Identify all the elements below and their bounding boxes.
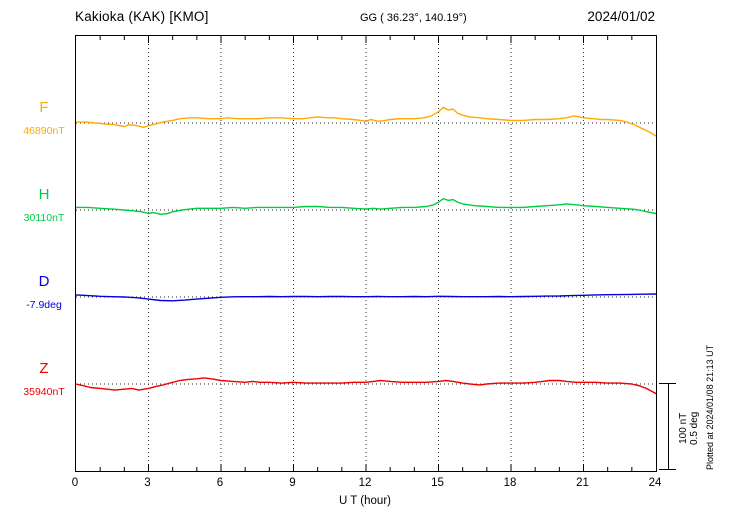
channel-letter-D: D xyxy=(38,273,50,290)
x-tick-label: 9 xyxy=(289,477,296,489)
date-label: 2024/01/02 xyxy=(587,9,655,24)
scale-amount-deg: 0.5 deg xyxy=(689,411,700,445)
scale-bar-bottom-tick xyxy=(659,469,676,470)
trace-F xyxy=(76,106,656,137)
x-tick-label: 6 xyxy=(216,477,224,489)
x-axis-title: U T (hour) xyxy=(339,495,391,507)
channel-letter-H: H xyxy=(38,186,50,203)
channel-value-Z: 35940nT xyxy=(23,386,65,398)
channel-value-D: -7.9deg xyxy=(26,299,62,311)
plotted-at-note: Plotted at 2024/01/08 21:13 UT xyxy=(705,344,715,470)
scale-amount-nt: 100 nT xyxy=(678,412,689,444)
x-tick-label: 18 xyxy=(503,477,517,489)
scale-bar xyxy=(668,383,669,470)
plot-area xyxy=(75,35,657,472)
trace-H xyxy=(76,197,656,216)
channel-letter-Z: Z xyxy=(39,360,49,377)
magnetogram-svg xyxy=(76,36,656,471)
channel-value-F: 46890nT xyxy=(23,125,65,137)
x-tick-label: 21 xyxy=(576,477,589,489)
channel-letter-F: F xyxy=(39,99,49,116)
scale-bar-label: 100 nT 0.5 deg xyxy=(678,412,700,445)
x-tick-label: 15 xyxy=(431,477,444,489)
x-tick-label: 24 xyxy=(648,477,662,489)
x-tick-label: 12 xyxy=(358,477,372,489)
x-tick-label: 3 xyxy=(144,477,151,489)
station-title: Kakioka (KAK) [KMO] xyxy=(75,9,209,24)
trace-D xyxy=(76,293,656,302)
x-tick-labels: 0 3 6 9 12 15 18 21 24 xyxy=(0,477,730,492)
scale-bar-top-tick xyxy=(659,383,676,384)
trace-Z xyxy=(76,377,656,395)
coordinates-label: GG ( 36.23°, 140.19°) xyxy=(360,12,467,24)
channel-value-H: 30110nT xyxy=(23,212,65,224)
x-tick-label: 0 xyxy=(71,477,79,489)
